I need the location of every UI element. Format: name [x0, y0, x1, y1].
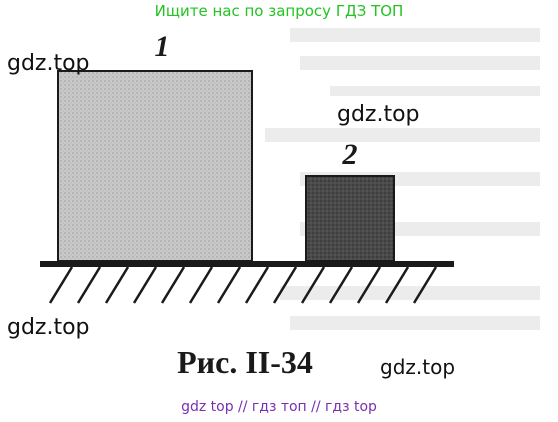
block-1	[57, 70, 253, 262]
search-hint-banner: Ищите нас по запросу ГДЗ ТОП	[154, 2, 404, 20]
ground-surface	[40, 261, 454, 267]
hatch-line	[272, 266, 298, 304]
watermark-text: gdz.top	[7, 51, 90, 76]
watermark-text: gdz.top	[7, 315, 90, 340]
watermark-text: gdz.top	[337, 102, 420, 127]
background-bleed	[265, 28, 540, 330]
hatch-line	[76, 266, 102, 304]
hatch-line	[216, 266, 242, 304]
hatch-line	[160, 266, 186, 304]
ground-hatching	[48, 266, 438, 304]
hatch-line	[384, 266, 410, 304]
hatch-line	[104, 266, 130, 304]
footer-banner: gdz top // гдз топ // гдз top	[181, 399, 377, 415]
figure-caption: Рис. II-34	[177, 344, 313, 380]
hatch-line	[328, 266, 354, 304]
hatch-line	[300, 266, 326, 304]
block-1-label: 1	[155, 30, 170, 63]
hatch-line	[48, 266, 74, 304]
hatch-line	[188, 266, 214, 304]
hatch-line	[356, 266, 382, 304]
hatch-line	[132, 266, 158, 304]
hatch-line	[244, 266, 270, 304]
block-2-label: 2	[342, 138, 358, 171]
hatch-line	[412, 266, 438, 304]
watermark-text: gdz.top	[380, 355, 455, 379]
block-2	[305, 175, 395, 262]
